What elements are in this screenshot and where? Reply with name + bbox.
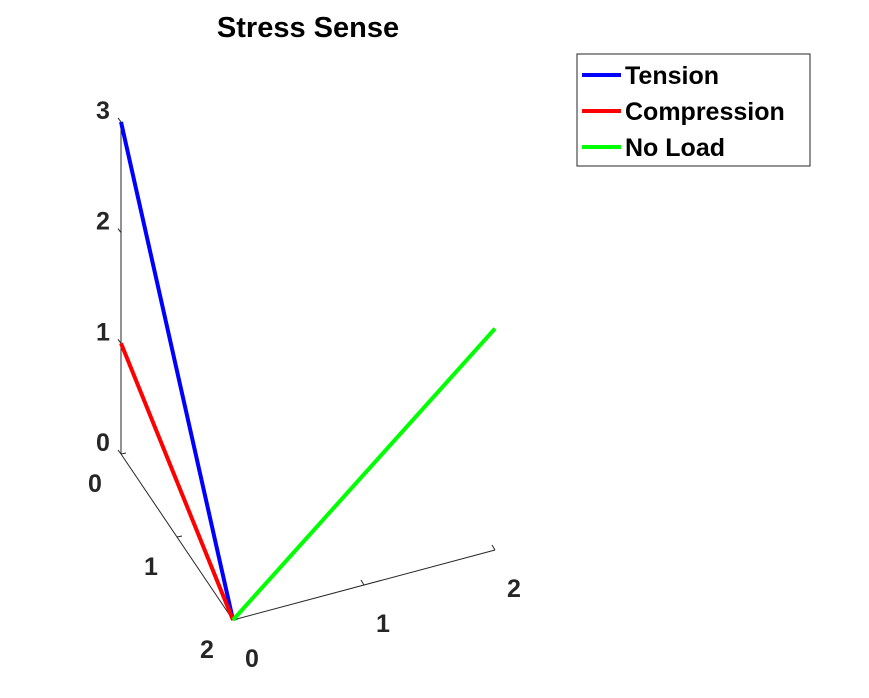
legend-label: No Load — [625, 134, 725, 162]
z-tick-label: 3 — [96, 97, 110, 125]
legend: Tension Compression No Load — [576, 53, 811, 167]
z-tick-label: 1 — [96, 318, 110, 346]
x-tick-label: 2 — [507, 575, 521, 603]
z-tick-mark — [117, 117, 122, 123]
z-tick-mark — [117, 338, 122, 344]
z-tick-label: 2 — [96, 208, 110, 236]
legend-label: Tension — [625, 62, 719, 90]
y-tick-label: 1 — [144, 553, 158, 581]
ticks: 0 1 2 0 1 2 0 1 2 3 — [88, 97, 521, 673]
z-tick-label: 0 — [96, 429, 110, 457]
y-tick-mark — [176, 535, 183, 538]
series-line-tension — [119, 121, 235, 621]
y-tick-label: 2 — [200, 636, 214, 664]
series-line-no-load — [231, 327, 497, 622]
legend-label: Compression — [625, 98, 785, 126]
chart-title: Stress Sense — [217, 12, 399, 44]
z-tick-mark — [117, 228, 122, 233]
x-tick-label: 0 — [245, 645, 259, 673]
y-tick-mark — [120, 452, 127, 455]
x-tick-mark — [491, 544, 496, 551]
series — [119, 121, 497, 622]
x-tick-label: 1 — [376, 610, 390, 638]
x-tick-mark — [360, 579, 365, 586]
series-line-compression — [119, 342, 235, 621]
y-tick-label: 0 — [88, 470, 102, 498]
z-tick-mark — [117, 449, 122, 455]
